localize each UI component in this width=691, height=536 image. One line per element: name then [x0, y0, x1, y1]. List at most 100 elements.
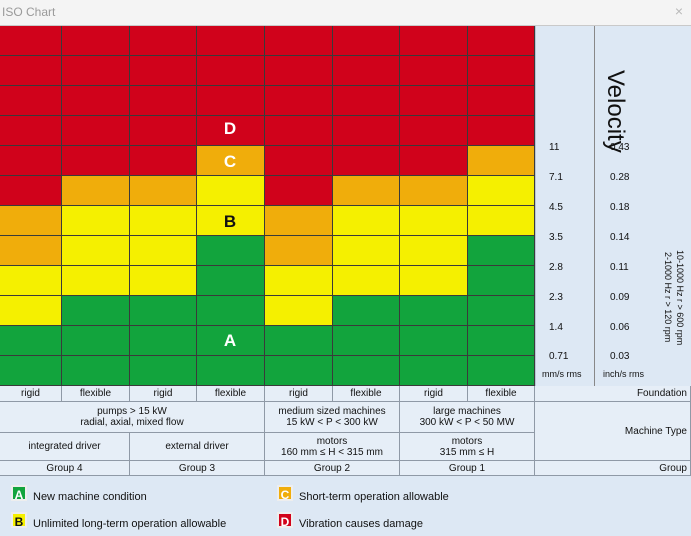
- foundation-cell: flexible: [468, 386, 535, 402]
- group-cell: Group 2: [265, 461, 400, 476]
- foundation-cell: flexible: [197, 386, 265, 402]
- external-driver-cell: external driver: [130, 433, 265, 461]
- legend-b-badge: B: [11, 512, 27, 529]
- severity-cell: [130, 176, 197, 206]
- severity-cell: [400, 86, 468, 116]
- large-machines-cell: large machines 300 kW < P < 50 MW: [400, 402, 535, 433]
- group-cell: Group 4: [0, 461, 130, 476]
- severity-cell: [197, 26, 265, 56]
- severity-cell: [400, 326, 468, 356]
- severity-cell: [333, 236, 400, 266]
- window-title: ISO Chart: [2, 5, 56, 19]
- severity-cell: [333, 26, 400, 56]
- tick-in-1: 0.28: [610, 172, 630, 183]
- severity-cell: [197, 116, 265, 146]
- severity-cell: [130, 56, 197, 86]
- severity-cell: [0, 266, 62, 296]
- large-motors-cell: motors 315 mm ≤ H: [400, 433, 535, 461]
- large-motors-title: motors: [451, 435, 483, 447]
- severity-cell: [400, 296, 468, 326]
- severity-cell: [62, 56, 130, 86]
- severity-cell: [62, 176, 130, 206]
- zone-letter-a: A: [223, 331, 237, 350]
- severity-cell: [130, 206, 197, 236]
- severity-cell: [197, 146, 265, 176]
- severity-cell: [468, 266, 535, 296]
- severity-cell: [333, 176, 400, 206]
- medium-machines-subtitle: 15 kW < P < 300 kW: [286, 417, 378, 428]
- severity-cell: [197, 326, 265, 356]
- legend-a-text: New machine condition: [33, 491, 147, 503]
- severity-cell: [197, 86, 265, 116]
- pumps-subtitle: radial, axial, mixed flow: [80, 417, 184, 428]
- foundation-cell: rigid: [130, 386, 197, 402]
- foundation-cell: flexible: [62, 386, 130, 402]
- severity-cell: [62, 266, 130, 296]
- severity-cell: [197, 236, 265, 266]
- severity-cell: [468, 86, 535, 116]
- severity-cell: [0, 116, 62, 146]
- pumps-type-cell: pumps > 15 kW radial, axial, mixed flow: [0, 402, 265, 433]
- severity-cell: [130, 356, 197, 386]
- medium-motors-title: motors: [316, 435, 348, 447]
- zone-letter-c: C: [223, 152, 237, 171]
- severity-cell: [130, 266, 197, 296]
- velocity-title: Velocity: [602, 70, 629, 153]
- severity-cell: [130, 236, 197, 266]
- group-cell: Group 3: [130, 461, 265, 476]
- title-bar: ISO Chart ×: [0, 0, 691, 26]
- severity-cell: [265, 26, 333, 56]
- legend-b-text: Unlimited long-term operation allowable: [33, 518, 227, 530]
- legend-d-badge: D: [277, 512, 293, 529]
- severity-cell: [0, 356, 62, 386]
- tick-in-0: 0.43: [610, 142, 630, 153]
- close-icon[interactable]: ×: [674, 3, 683, 19]
- tick-mm-0: 11: [549, 142, 560, 153]
- tick-mm-5: 2.3: [549, 292, 563, 303]
- severity-cell: [197, 356, 265, 386]
- severity-cell: [0, 326, 62, 356]
- severity-cell: [62, 326, 130, 356]
- large-machines-title: large machines: [433, 406, 501, 417]
- severity-cell: [468, 56, 535, 86]
- tick-in-7: 0.03: [610, 351, 630, 362]
- severity-cell: [468, 146, 535, 176]
- severity-cell: [400, 176, 468, 206]
- severity-cell: [62, 356, 130, 386]
- severity-cell: [197, 296, 265, 326]
- severity-cell: [130, 26, 197, 56]
- tick-mm-1: 7.1: [549, 172, 563, 183]
- integrated-driver-cell: integrated driver: [0, 433, 130, 461]
- severity-cell: [333, 326, 400, 356]
- severity-cell: [265, 356, 333, 386]
- tick-mm-2: 4.5: [549, 202, 563, 213]
- severity-cell: [333, 296, 400, 326]
- severity-cell: [0, 296, 62, 326]
- severity-cell: [400, 356, 468, 386]
- severity-cell: [130, 86, 197, 116]
- severity-cell: [130, 326, 197, 356]
- severity-cell: [333, 266, 400, 296]
- severity-cell: [62, 26, 130, 56]
- severity-cell: [468, 326, 535, 356]
- tick-in-3: 0.14: [610, 232, 630, 243]
- tick-in-5: 0.09: [610, 292, 630, 303]
- severity-cell: [333, 356, 400, 386]
- severity-cell: [265, 116, 333, 146]
- severity-cell: [333, 206, 400, 236]
- medium-motors-subtitle: 160 mm ≤ H < 315 mm: [281, 446, 383, 458]
- tick-in-2: 0.18: [610, 202, 630, 213]
- severity-cell: [265, 56, 333, 86]
- severity-cell: [400, 116, 468, 146]
- severity-cell: [265, 326, 333, 356]
- foundation-cell: flexible: [333, 386, 400, 402]
- severity-cell: [0, 236, 62, 266]
- medium-machines-cell: medium sized machines 15 kW < P < 300 kW: [265, 402, 400, 433]
- scale-divider: [594, 26, 595, 386]
- severity-cell: [400, 146, 468, 176]
- severity-cell: [197, 176, 265, 206]
- pumps-title: pumps > 15 kW: [97, 406, 167, 417]
- severity-cell: [468, 116, 535, 146]
- severity-cell: [265, 296, 333, 326]
- severity-cell: [400, 26, 468, 56]
